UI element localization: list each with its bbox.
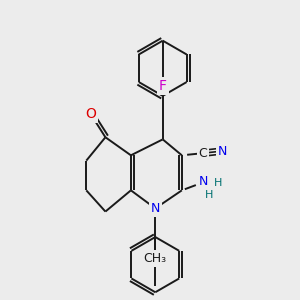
Text: CH₃: CH₃ xyxy=(144,252,167,265)
Text: F: F xyxy=(159,79,167,93)
Text: O: O xyxy=(85,107,96,121)
Text: H: H xyxy=(214,178,222,188)
Text: C: C xyxy=(199,147,208,160)
Text: N: N xyxy=(218,145,227,158)
Text: N: N xyxy=(151,202,160,215)
Text: H: H xyxy=(205,190,214,200)
Text: N: N xyxy=(198,175,208,188)
